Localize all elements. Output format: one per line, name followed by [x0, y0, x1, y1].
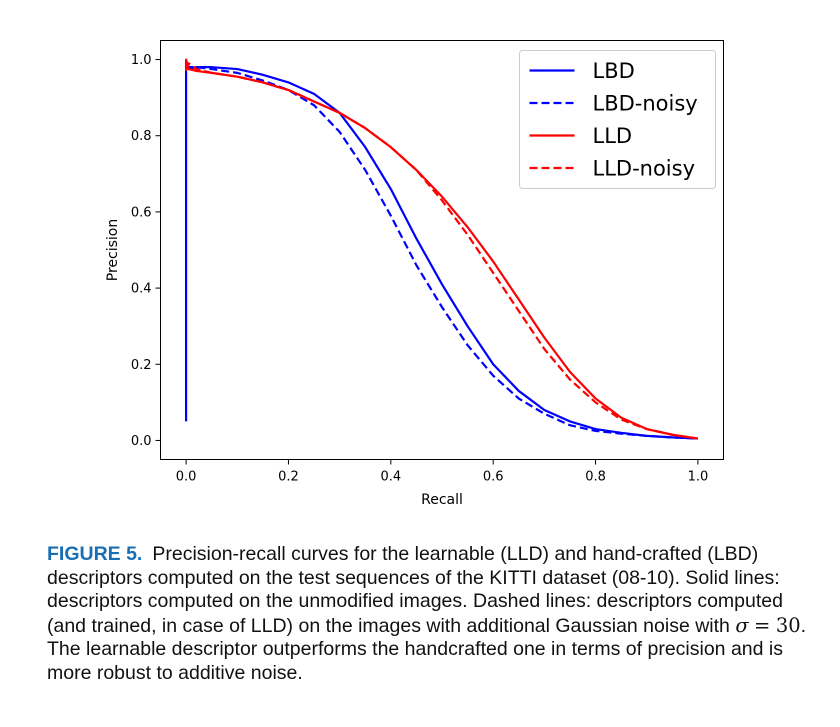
x-axis: 0.0 0.2 0.4 0.6 0.8 1.0	[176, 459, 709, 485]
plot-lines	[184, 58, 699, 440]
legend-entry: LBD	[593, 59, 635, 83]
y-tick-label: 0.4	[131, 282, 152, 297]
legend-entry: LLD	[593, 124, 633, 148]
legend-entry: LBD-noisy	[593, 92, 698, 116]
y-axis: 0.0 0.2 0.4 0.6 0.8 1.0	[131, 53, 161, 449]
series-line-2	[185, 66, 698, 440]
y-tick-label: 0.8	[131, 129, 152, 144]
figure-caption: FIGURE 5. Precision-recall curves for the…	[47, 543, 822, 685]
x-axis-label: Recall	[421, 492, 463, 508]
caption-text-2: . The learnable descriptor outperforms t…	[47, 614, 807, 684]
x-tick-label: 0.2	[278, 470, 299, 485]
x-tick-label: 0.4	[380, 470, 401, 485]
y-tick-label: 0.6	[131, 205, 152, 220]
y-tick-label: 0.2	[131, 358, 152, 373]
series-line-4	[185, 62, 699, 440]
caption-text-1: Precision-recall curves for the learnabl…	[47, 543, 783, 637]
y-axis-label: Precision	[105, 219, 121, 281]
legend-box	[519, 50, 716, 189]
sigma-value: 30	[775, 613, 801, 637]
y-tick-label: 1.0	[131, 53, 152, 68]
legend-entry: LLD-noisy	[593, 157, 696, 181]
plot-frame	[160, 40, 724, 460]
pr-chart: 0.0 0.2 0.4 0.6 0.8 1.0 0.0 0.2 0.4 0.6 0.8 1.0 Re…	[105, 40, 724, 508]
series-line-1	[184, 62, 698, 440]
x-tick-label: 1.0	[688, 470, 709, 485]
x-tick-label: 0.0	[176, 470, 197, 485]
x-tick-label: 0.8	[585, 470, 606, 485]
sigma-symbol: σ	[735, 613, 749, 637]
x-tick-label: 0.6	[483, 470, 504, 485]
legend: LBD LBD-noisy LLD LLD-noisy	[519, 50, 716, 189]
y-tick-label: 0.0	[131, 434, 152, 449]
figure-label: FIGURE 5.	[47, 543, 143, 565]
equals-sign: =	[754, 613, 771, 637]
